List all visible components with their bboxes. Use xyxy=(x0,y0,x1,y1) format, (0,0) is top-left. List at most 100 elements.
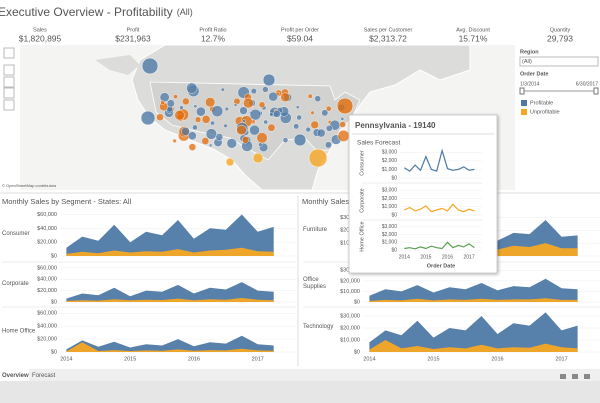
tab-label[interactable]: Forecast xyxy=(32,373,56,379)
map-marker xyxy=(310,110,315,115)
map-marker xyxy=(193,104,198,109)
kpi-value: 12.7% xyxy=(201,33,226,43)
x-tick-label: 2015 xyxy=(427,356,439,362)
map-play-button[interactable] xyxy=(3,99,15,111)
map-marker xyxy=(201,115,211,124)
map-marker xyxy=(224,106,229,112)
row-label: Home Office xyxy=(359,221,365,251)
row-label: Home Office xyxy=(2,329,36,335)
map-zoom-out-button[interactable] xyxy=(3,76,15,88)
y-tick-label: $0 xyxy=(391,175,397,181)
kpi-label: Profit Ratio xyxy=(199,27,226,33)
map-marker xyxy=(160,100,165,105)
map-marker xyxy=(233,103,238,107)
map-marker xyxy=(340,117,345,121)
map-marker xyxy=(316,128,326,138)
map-zoom-in-button[interactable] xyxy=(3,64,15,76)
map-marker xyxy=(188,131,197,141)
area xyxy=(369,298,578,302)
y-tick-label: $0 xyxy=(51,349,57,355)
map-marker xyxy=(140,110,156,126)
map-marker xyxy=(249,108,262,121)
y-tick-label: $60,000 xyxy=(37,311,57,317)
y-tick-label: $0 xyxy=(391,247,397,253)
y-tick-label: $60,000 xyxy=(37,212,57,218)
x-tick-label: 2015 xyxy=(420,254,431,260)
map-marker xyxy=(210,120,215,126)
filter-value: 6/30/2017 xyxy=(576,81,598,87)
map-search-button[interactable] xyxy=(3,47,15,59)
y-tick-label: $1,000 xyxy=(382,204,398,210)
map-marker xyxy=(166,99,175,108)
map-credit: © OpenStreetMap contributors xyxy=(2,183,56,188)
y-tick-label: $10,000 xyxy=(340,289,360,295)
kpi-label: Avg. Discount xyxy=(456,27,490,33)
map-marker xyxy=(250,88,257,95)
view-icon[interactable] xyxy=(560,374,566,379)
x-tick-label: 2016 xyxy=(188,356,200,362)
legend-swatch xyxy=(521,100,527,106)
row-label: Technology xyxy=(303,324,334,330)
y-tick-label: $0 xyxy=(354,349,360,355)
kpi-value: $231,963 xyxy=(115,33,151,43)
map-marker xyxy=(220,87,225,92)
tab-label[interactable]: Overview xyxy=(2,373,29,379)
x-tick-label: 2016 xyxy=(491,356,503,362)
map-marker xyxy=(186,82,198,94)
map-marker xyxy=(208,143,213,148)
map-marker xyxy=(179,105,184,110)
y-tick-label: $40,000 xyxy=(37,324,57,330)
kpi-value: $1,820,895 xyxy=(19,33,62,43)
y-tick-label: $3,000 xyxy=(382,150,398,156)
area xyxy=(66,247,274,256)
kpi-label: Sales xyxy=(33,27,47,33)
map-marker xyxy=(269,112,274,117)
date-slider-end-handle[interactable] xyxy=(593,87,599,95)
map-marker xyxy=(141,57,159,75)
map-marker xyxy=(325,105,332,112)
kpi-value: 29,793 xyxy=(547,33,573,43)
map-marker xyxy=(263,119,268,125)
tab-bar xyxy=(0,369,600,381)
map-marker xyxy=(252,152,264,164)
x-tick-label: 2017 xyxy=(463,254,474,260)
x-axis-title: Order Date xyxy=(427,263,455,269)
row-label: Office Supplies xyxy=(303,276,327,290)
row-label: Consumer xyxy=(359,150,365,176)
map-marker xyxy=(159,92,170,103)
tooltip-box xyxy=(348,114,498,274)
kpi-value: 15.71% xyxy=(459,33,488,43)
area xyxy=(369,312,578,352)
map-marker xyxy=(241,136,250,144)
kpi-label: Profit xyxy=(127,27,140,33)
map-marker xyxy=(325,141,332,149)
view-icon[interactable] xyxy=(584,374,590,379)
region-dropdown[interactable] xyxy=(519,56,599,67)
y-tick-label: $20,000 xyxy=(37,240,57,246)
map-toolbar xyxy=(3,47,15,111)
map-marker xyxy=(262,86,269,93)
map-marker xyxy=(307,93,313,99)
y-tick-label: $2,000 xyxy=(382,196,398,202)
y-tick-label: $40,000 xyxy=(37,226,57,232)
map-marker xyxy=(325,125,333,132)
kpi-label: Profit per Order xyxy=(281,27,319,33)
x-tick-label: 2016 xyxy=(442,254,453,260)
map-marker xyxy=(339,121,346,128)
map-marker xyxy=(314,95,321,102)
date-slider-start-handle[interactable] xyxy=(519,87,525,95)
map-marker xyxy=(194,116,202,123)
legend-swatch xyxy=(521,109,527,115)
map-marker xyxy=(293,133,307,147)
map-marker xyxy=(201,137,210,145)
map-marker xyxy=(188,143,197,151)
view-icon[interactable] xyxy=(572,374,578,379)
y-tick-label: $0 xyxy=(354,299,360,305)
map-marker xyxy=(174,110,185,121)
area xyxy=(66,282,274,302)
chart-title: Sales Forecast xyxy=(357,140,401,147)
map-marker xyxy=(293,123,300,130)
y-tick-label: $2,000 xyxy=(382,158,398,164)
map-pin-button[interactable] xyxy=(3,87,15,99)
